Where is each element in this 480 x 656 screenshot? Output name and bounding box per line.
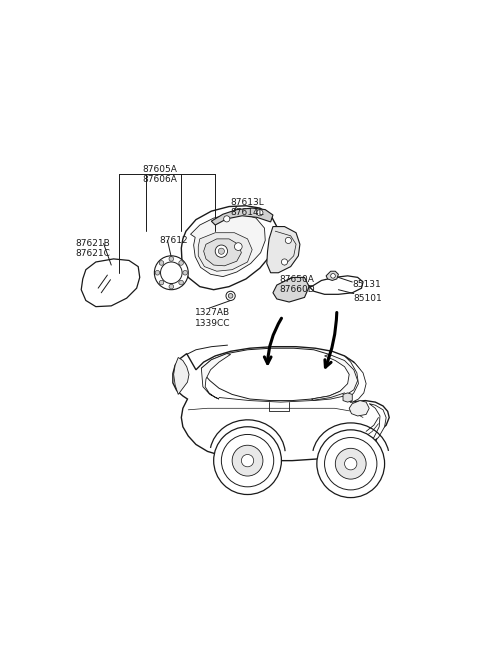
Polygon shape	[267, 226, 300, 273]
Polygon shape	[204, 239, 241, 266]
Circle shape	[257, 210, 263, 216]
Circle shape	[183, 270, 188, 275]
Circle shape	[221, 434, 274, 487]
Circle shape	[336, 448, 366, 479]
Polygon shape	[349, 401, 369, 416]
Polygon shape	[312, 354, 358, 401]
Circle shape	[155, 270, 160, 275]
Circle shape	[241, 455, 254, 467]
Circle shape	[215, 245, 228, 257]
Circle shape	[331, 274, 336, 278]
Polygon shape	[273, 277, 309, 302]
Polygon shape	[360, 403, 386, 443]
Circle shape	[234, 243, 242, 251]
Circle shape	[224, 216, 230, 222]
Text: 87613L
87614L: 87613L 87614L	[230, 198, 264, 218]
Polygon shape	[201, 354, 230, 399]
Circle shape	[218, 248, 225, 255]
Circle shape	[228, 293, 233, 298]
Polygon shape	[174, 358, 189, 394]
Circle shape	[324, 438, 377, 490]
Circle shape	[345, 458, 357, 470]
Circle shape	[169, 256, 174, 261]
Circle shape	[285, 237, 291, 243]
Polygon shape	[191, 215, 265, 277]
Circle shape	[226, 291, 235, 300]
Polygon shape	[343, 393, 352, 402]
Text: 87605A
87606A: 87605A 87606A	[142, 165, 177, 184]
Circle shape	[159, 280, 164, 285]
Polygon shape	[211, 208, 273, 225]
Circle shape	[160, 262, 182, 283]
Polygon shape	[81, 259, 140, 306]
Text: 87621B
87621C: 87621B 87621C	[75, 239, 110, 258]
Polygon shape	[201, 348, 351, 401]
Polygon shape	[309, 276, 363, 295]
Text: 85101: 85101	[354, 293, 383, 302]
Circle shape	[317, 430, 384, 498]
Circle shape	[155, 256, 188, 290]
Text: 87612: 87612	[160, 236, 188, 245]
Polygon shape	[173, 346, 389, 461]
Circle shape	[169, 284, 174, 289]
Circle shape	[159, 260, 164, 265]
Circle shape	[232, 445, 263, 476]
Polygon shape	[345, 356, 366, 402]
Circle shape	[281, 259, 288, 265]
Text: 1327AB
1339CC: 1327AB 1339CC	[195, 308, 231, 327]
Polygon shape	[198, 233, 252, 271]
Circle shape	[179, 260, 183, 265]
Text: 85131: 85131	[352, 281, 381, 289]
Circle shape	[179, 280, 183, 285]
Polygon shape	[181, 206, 277, 290]
Polygon shape	[326, 271, 338, 281]
Text: 87650A
87660D: 87650A 87660D	[279, 275, 315, 295]
Circle shape	[214, 427, 281, 495]
